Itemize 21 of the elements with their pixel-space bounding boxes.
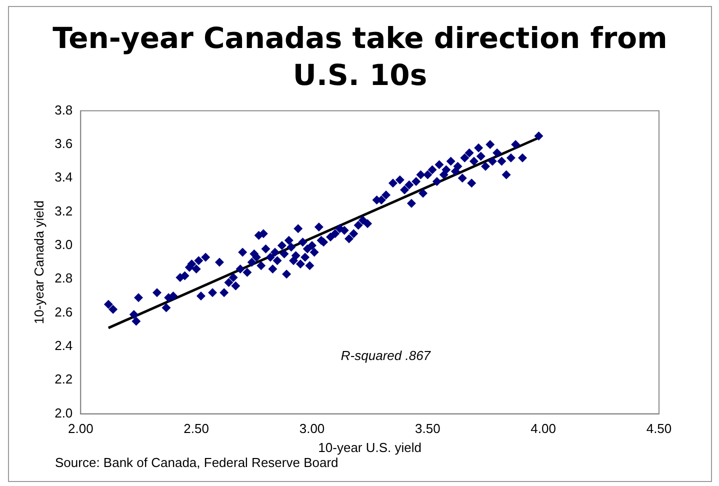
y-tick-label: 2.4 [54,338,73,354]
y-tick-label: 2.0 [54,405,73,420]
y-tick-label: 3.2 [54,203,73,218]
source-note: Source: Bank of Canada, Federal Reserve Board [55,455,338,470]
y-tick-label: 3.6 [54,136,73,152]
x-tick-label: 2.50 [184,421,209,436]
y-axis-title: 10-year Canada yield [31,200,46,324]
x-tick-label: 3.00 [299,421,325,436]
x-tick-label: 2.00 [68,421,94,436]
y-tick-label: 3.8 [54,102,73,118]
x-tick-label: 4.00 [530,421,556,436]
y-tick-label: 2.6 [54,304,73,320]
annotation: R-squared .867 [340,348,432,363]
x-axis-title: 10-year U.S. yield [318,440,422,455]
y-tick-label: 2.2 [54,372,73,387]
x-tick-label: 3.50 [415,421,440,436]
y-tick-label: 3.4 [54,170,73,185]
y-tick-label: 3.0 [54,237,73,252]
chart-title: Ten-year Canadas take direction from U.S. 10s [52,20,668,94]
y-tick-label: 2.8 [54,270,73,286]
x-tick-label: 4.50 [646,421,672,436]
